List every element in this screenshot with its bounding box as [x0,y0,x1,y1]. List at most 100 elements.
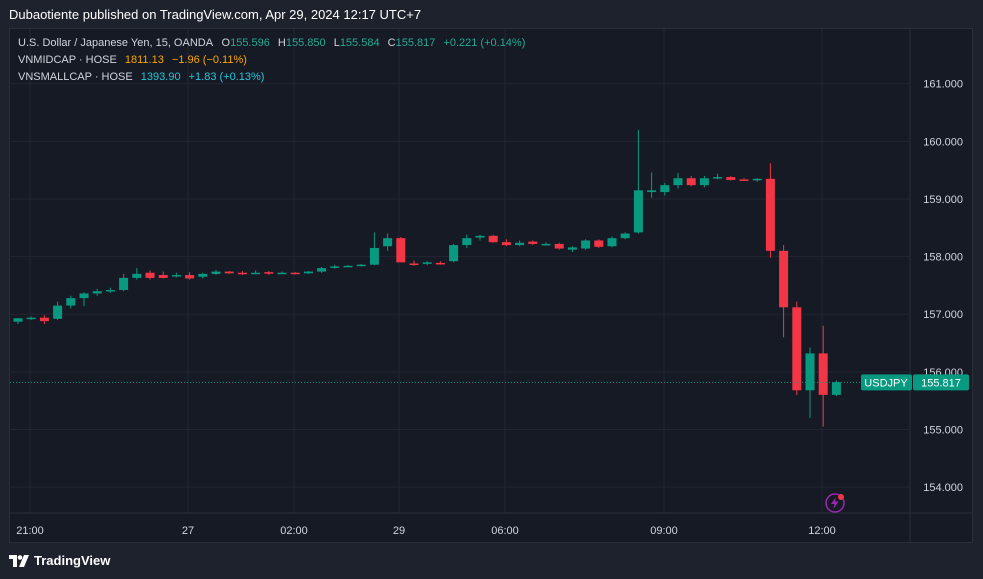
candle [488,234,498,243]
candle-body [607,238,617,247]
candle-body [132,273,142,278]
vnsmallcap-value: 1393.90 [140,71,181,83]
candle-body [105,290,115,292]
low-value: 155.584 [339,37,380,49]
candle [343,265,353,268]
flash-icon[interactable] [825,493,845,513]
symbol-badge-label: USDJPY [864,377,908,389]
candle [158,271,168,279]
candle-body [818,353,828,395]
candle [581,239,591,250]
candle [792,301,802,395]
candle [501,239,511,247]
candle [369,232,379,266]
candle-body [633,190,643,233]
legend: U.S. Dollar / Japanese Yen, 15, OANDA O1… [18,35,525,86]
legend-main[interactable]: U.S. Dollar / Japanese Yen, 15, OANDA O1… [18,35,525,52]
y-tick-label: 160.000 [923,136,963,148]
candle [462,234,472,248]
candle [660,182,670,196]
candle [673,173,683,189]
candle [277,271,287,275]
candle [752,178,762,182]
open-value: 155.596 [230,37,270,49]
candle-body [277,272,287,275]
vnsmallcap-name: VNSMALLCAP · HOSE [18,71,133,83]
x-tick-label: 27 [182,525,194,537]
price-badge [913,374,969,391]
high-value: 155.850 [285,37,326,49]
close-label: C [387,37,396,49]
candle [515,240,525,247]
candle [383,233,393,251]
candle [224,271,234,274]
candle [726,175,736,181]
candle [554,242,564,250]
low-label: L [333,37,340,49]
candle-body [699,178,709,186]
candle [290,272,300,275]
candle-body [317,268,327,272]
candle-body [660,185,670,193]
legend-vnmidcap[interactable]: VNMIDCAP · HOSE 1811.13 −1.96 (−0.11%) [18,52,525,69]
candle [449,243,459,263]
price-badge-label: 155.817 [921,377,961,389]
candle-body [330,266,340,268]
candle-body [528,241,538,244]
candle-body [581,240,591,249]
grid-lines [10,29,910,513]
legend-vnsmallcap[interactable]: VNSMALLCAP · HOSE 1393.90 +1.83 (+0.13%) [18,69,525,86]
candle-body [739,179,749,181]
candle [198,272,208,279]
candle-body [488,235,498,243]
x-tick-label: 06:00 [491,525,519,537]
candle-body [449,245,459,262]
candle-body [158,275,168,278]
footer-brand[interactable]: TradingView [9,553,110,568]
y-tick-label: 154.000 [923,482,963,494]
candle [317,266,327,273]
candle-body [647,190,657,193]
candle-body [713,177,723,179]
candle-body [594,240,604,247]
candle-body [26,317,36,320]
candle [779,245,789,338]
x-tick-label: 02:00 [280,525,308,537]
chart-panel[interactable] [9,28,973,543]
candle [396,237,406,263]
candle-body [303,271,313,274]
candle-body [422,262,432,264]
x-axis: 21:00 27 02:00 29 06:00 09:00 12:00 [10,29,972,542]
candle [647,172,657,198]
brand-name: TradingView [34,553,111,568]
y-tick-label: 159.000 [923,194,963,206]
candle [132,268,142,280]
candle-body [726,177,736,180]
candle [739,178,749,181]
close-value: 155.817 [395,37,436,49]
candle-body [343,265,353,268]
change-value: +0.221 (+0.14%) [443,37,526,49]
candle-body [251,272,261,275]
candle [303,271,313,274]
candle-body [369,247,379,265]
candle-body [673,178,683,186]
vnmidcap-change: −1.96 (−0.11%) [171,54,247,66]
x-tick-label: 21:00 [16,525,44,537]
candle-body [119,277,129,291]
candle-body [752,178,762,181]
candle [26,316,36,320]
candle [831,380,841,397]
candle-body [805,353,815,391]
candle [264,271,274,276]
y-tick-label: 161.000 [923,79,963,91]
candle-body [185,275,195,279]
candle-body [779,250,789,308]
candle-body [620,233,630,239]
candle [92,288,102,296]
candle [237,271,247,276]
candle [699,175,709,188]
candle [409,260,419,266]
candle [818,325,828,427]
